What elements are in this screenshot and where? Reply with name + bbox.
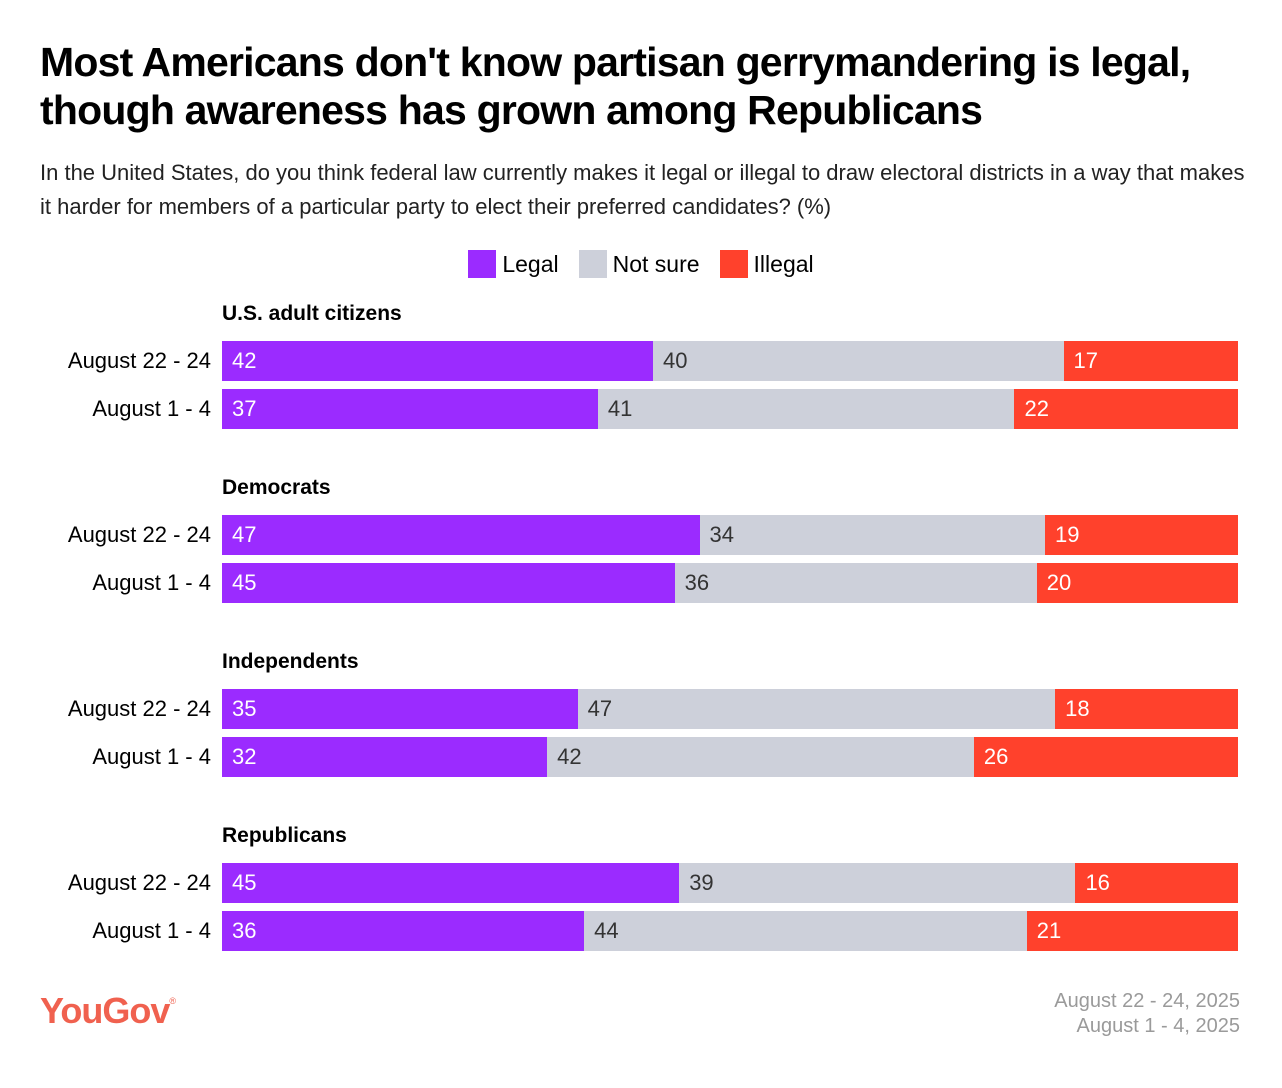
legend-swatch bbox=[578, 250, 607, 278]
chart-title: Most Americans don't know partisan gerry… bbox=[40, 39, 1191, 133]
bar-segment-illegal: 18 bbox=[1055, 689, 1238, 729]
bar-segment-not-sure: 47 bbox=[577, 689, 1056, 729]
bar-segment-illegal: 20 bbox=[1036, 563, 1238, 603]
bar-segment-illegal: 21 bbox=[1026, 911, 1238, 951]
yougov-logo: YouGov® bbox=[40, 990, 176, 1031]
bar-segment-legal: 35 bbox=[222, 689, 578, 729]
legend: Legal Not sure Illegal bbox=[0, 250, 1282, 278]
legend-item: Legal bbox=[468, 250, 559, 278]
bar-segment-legal: 45 bbox=[222, 563, 675, 603]
bar-segment-not-sure: 41 bbox=[597, 389, 1015, 429]
bar-segment-legal: 47 bbox=[222, 515, 700, 555]
bar-segment-legal: 32 bbox=[222, 737, 548, 777]
bar-segment-not-sure: 34 bbox=[699, 515, 1045, 555]
group-heading: Republicans bbox=[222, 824, 347, 847]
group-heading: Independents bbox=[222, 650, 359, 673]
bar-segment-legal: 45 bbox=[222, 863, 680, 903]
bar-segment-not-sure: 39 bbox=[679, 863, 1076, 903]
bar-segment-illegal: 17 bbox=[1063, 341, 1238, 381]
bar-segment-illegal: 22 bbox=[1014, 389, 1238, 429]
row-label: August 1 - 4 bbox=[92, 744, 211, 769]
row-label: August 22 - 24 bbox=[67, 696, 211, 721]
row-label: August 22 - 24 bbox=[67, 522, 211, 547]
row-label: August 1 - 4 bbox=[92, 918, 211, 943]
legend-label: Illegal bbox=[753, 250, 814, 277]
bar-segment-not-sure: 42 bbox=[547, 737, 974, 777]
row-label: August 1 - 4 bbox=[92, 396, 211, 421]
bar-segment-legal: 36 bbox=[222, 911, 585, 951]
legend-label: Not sure bbox=[612, 250, 700, 277]
legend-label: Legal bbox=[502, 250, 559, 277]
bar-segment-not-sure: 36 bbox=[674, 563, 1037, 603]
group-heading: U.S. adult citizens bbox=[222, 302, 402, 325]
row-label: August 1 - 4 bbox=[92, 570, 211, 595]
survey-dates: August 22 - 24, 2025 August 1 - 4, 2025 bbox=[1054, 989, 1240, 1039]
bar-segment-illegal: 26 bbox=[973, 737, 1238, 777]
group-heading: Democrats bbox=[222, 476, 331, 499]
date-1: August 22 - 24, 2025 bbox=[1054, 990, 1240, 1012]
logo-text: YouGov bbox=[40, 990, 170, 1031]
bar-segment-legal: 42 bbox=[222, 341, 654, 381]
legend-swatch bbox=[468, 250, 497, 278]
row-label: August 22 - 24 bbox=[67, 348, 211, 373]
bar-segment-legal: 37 bbox=[222, 389, 598, 429]
bar-segment-not-sure: 40 bbox=[653, 341, 1064, 381]
row-label: August 22 - 24 bbox=[67, 870, 211, 895]
bar-segment-illegal: 16 bbox=[1075, 863, 1238, 903]
date-2: August 1 - 4, 2025 bbox=[1076, 1015, 1240, 1037]
bar-segment-not-sure: 44 bbox=[584, 911, 1027, 951]
chart-subtitle: In the United States, do you think feder… bbox=[40, 160, 1245, 219]
legend-item: Illegal bbox=[719, 250, 814, 278]
legend-item: Not sure bbox=[578, 250, 700, 278]
legend-swatch bbox=[719, 250, 748, 278]
bar-segment-illegal: 19 bbox=[1044, 515, 1238, 555]
